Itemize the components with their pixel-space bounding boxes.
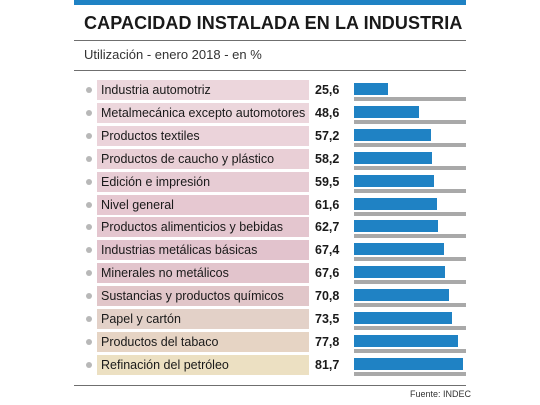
bar (354, 220, 439, 233)
bullet-icon (86, 316, 92, 322)
bullet-icon (86, 224, 92, 231)
bar (354, 266, 445, 279)
bar-track (354, 348, 466, 353)
bar-track (354, 211, 466, 216)
bar (354, 334, 459, 347)
bar (354, 243, 445, 256)
bar-track (354, 257, 466, 262)
header-accent-bar (74, 0, 466, 5)
bullet-icon (86, 178, 92, 185)
bar-track (354, 165, 466, 170)
value-label: 48,6 (315, 105, 340, 120)
bar (354, 83, 389, 95)
chart-row: Refinación del petróleo 81,7 (0, 354, 540, 378)
title-divider (74, 40, 466, 41)
chart-row: Productos textiles 57,2 (0, 125, 540, 149)
value-label: 73,5 (315, 312, 340, 326)
value-label: 25,6 (315, 83, 340, 97)
bar (354, 174, 434, 187)
category-label: Industria automotriz (97, 80, 309, 100)
chart-row: Metalmecánica excepto automotores 48,6 (0, 102, 540, 126)
chart-row: Productos del tabaco 77,8 (0, 331, 540, 355)
source-note: Fuente: INDEC (410, 389, 472, 399)
bullet-icon (86, 155, 92, 162)
category-label: Edición e impresión (97, 171, 309, 192)
bar-track (354, 326, 466, 330)
category-label: Papel y cartón (97, 309, 309, 329)
footer-divider (74, 385, 466, 386)
chart-row: Edición e impresión 59,5 (0, 171, 540, 195)
category-label: Metalmecánica excepto automotores (97, 102, 309, 123)
bar (354, 128, 431, 141)
category-label: Nivel general (97, 194, 309, 215)
bullet-icon (86, 132, 92, 139)
bar-track (354, 280, 466, 285)
bar-track (354, 142, 466, 147)
bar-track (354, 371, 466, 376)
bullet-icon (86, 87, 92, 93)
bullet-icon (86, 201, 92, 208)
bar-track (354, 303, 466, 308)
value-label: 77,8 (315, 334, 340, 349)
bar (354, 357, 464, 370)
category-label: Productos alimenticios y bebidas (97, 217, 309, 238)
chart-subtitle: Utilización - enero 2018 - en % (84, 47, 262, 62)
bar (354, 289, 449, 302)
category-label: Productos del tabaco (97, 331, 309, 352)
chart-row: Papel y cartón 73,5 (0, 309, 540, 332)
bar (354, 151, 432, 164)
value-label: 61,6 (315, 197, 340, 212)
bullet-icon (86, 293, 92, 300)
value-label: 59,5 (315, 174, 340, 189)
chart-row: Nivel general 61,6 (0, 194, 540, 218)
bar-track (354, 234, 466, 239)
bar-track (354, 188, 466, 193)
value-label: 81,7 (315, 357, 340, 372)
chart-row: Productos de caucho y plástico 58,2 (0, 148, 540, 172)
bullet-icon (86, 361, 92, 368)
value-label: 70,8 (315, 289, 340, 304)
bullet-icon (86, 270, 92, 277)
subtitle-divider (74, 70, 466, 71)
value-label: 62,7 (315, 220, 340, 235)
bullet-icon (86, 247, 92, 254)
value-label: 67,6 (315, 266, 340, 281)
value-label: 57,2 (315, 128, 340, 143)
bar (354, 105, 420, 118)
chart-row: Industrias metálicas básicas 67,4 (0, 240, 540, 263)
chart-row: Minerales no metálicos 67,6 (0, 263, 540, 286)
category-label: Refinación del petróleo (97, 354, 309, 375)
bar-track (354, 119, 466, 124)
value-label: 67,4 (315, 243, 340, 258)
chart-row: Productos alimenticios y bebidas 62,7 (0, 217, 540, 240)
value-label: 58,2 (315, 151, 340, 166)
bar (354, 312, 453, 324)
chart-row: Sustancias y productos químicos 70,8 (0, 286, 540, 309)
bar-track (354, 97, 466, 101)
category-label: Minerales no metálicos (97, 263, 309, 284)
bullet-icon (86, 338, 92, 345)
category-label: Industrias metálicas básicas (97, 240, 309, 261)
bar (354, 197, 437, 210)
chart-row: Industria automotriz 25,6 (0, 80, 540, 103)
chart-title: CAPACIDAD INSTALADA EN LA INDUSTRIA (84, 13, 463, 33)
category-label: Productos de caucho y plástico (97, 148, 309, 169)
category-label: Productos textiles (97, 125, 309, 146)
bullet-icon (86, 109, 92, 116)
category-label: Sustancias y productos químicos (97, 286, 309, 307)
